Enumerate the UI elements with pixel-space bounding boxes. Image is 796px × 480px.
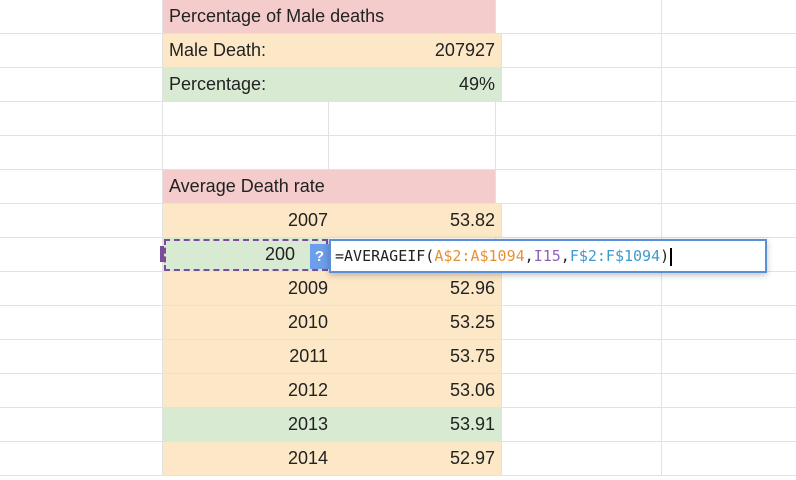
average-death-rate-header[interactable]: Average Death rate bbox=[163, 170, 496, 204]
formula-range-f: F$2:F$1094 bbox=[569, 247, 661, 265]
formula-help-icon[interactable]: ? bbox=[310, 244, 329, 269]
grid-cell[interactable] bbox=[662, 170, 796, 204]
grid-row bbox=[0, 102, 796, 136]
grid-cell[interactable] bbox=[662, 0, 796, 34]
death-rate-cell[interactable]: 53.06 bbox=[329, 374, 502, 408]
grid-cell[interactable] bbox=[496, 68, 662, 102]
grid-cell[interactable] bbox=[0, 68, 163, 102]
grid-row: Average Death rate bbox=[0, 170, 796, 204]
male-death-label[interactable]: Male Death: bbox=[163, 34, 335, 68]
grid-cell[interactable] bbox=[662, 204, 796, 238]
percentage-value[interactable]: 49% bbox=[329, 68, 502, 102]
death-rate-cell[interactable]: 52.97 bbox=[329, 442, 502, 476]
grid-row: 2014 52.97 bbox=[0, 442, 796, 476]
grid-cell[interactable] bbox=[496, 408, 662, 442]
grid-cell[interactable] bbox=[662, 408, 796, 442]
grid-cell[interactable] bbox=[496, 272, 662, 306]
grid-cell[interactable] bbox=[163, 136, 329, 170]
year-cell[interactable]: 2013 bbox=[163, 408, 335, 442]
grid-cell[interactable] bbox=[496, 0, 662, 34]
formula-range-a: A$2:A$1094 bbox=[434, 247, 525, 265]
grid-cell[interactable] bbox=[0, 136, 163, 170]
grid-row bbox=[0, 136, 796, 170]
death-rate-cell[interactable]: 53.82 bbox=[329, 204, 502, 238]
grid-cell[interactable] bbox=[496, 34, 662, 68]
grid-cell[interactable] bbox=[662, 34, 796, 68]
grid-cell[interactable] bbox=[329, 136, 496, 170]
formula-comma: , bbox=[560, 247, 570, 265]
grid-cell[interactable] bbox=[0, 238, 163, 272]
year-cell[interactable]: 2012 bbox=[163, 374, 335, 408]
grid-cell[interactable] bbox=[496, 340, 662, 374]
year-cell[interactable]: 2011 bbox=[163, 340, 335, 374]
grid-cell[interactable] bbox=[662, 374, 796, 408]
grid-cell[interactable] bbox=[496, 102, 662, 136]
year-cell[interactable]: 2009 bbox=[163, 272, 335, 306]
grid-cell[interactable] bbox=[496, 204, 662, 238]
grid-row: Percentage: 49% bbox=[0, 68, 796, 102]
formula-criterion-ref: I15 bbox=[533, 247, 561, 265]
grid-cell[interactable] bbox=[662, 306, 796, 340]
grid-row: 2011 53.75 bbox=[0, 340, 796, 374]
grid-row: 2012 53.06 bbox=[0, 374, 796, 408]
grid-cell[interactable] bbox=[662, 102, 796, 136]
percentage-label[interactable]: Percentage: bbox=[163, 68, 335, 102]
year-cell[interactable]: 2010 bbox=[163, 306, 335, 340]
grid-cell[interactable] bbox=[0, 442, 163, 476]
grid-cell[interactable] bbox=[329, 102, 496, 136]
grid-cell[interactable] bbox=[662, 340, 796, 374]
grid-row: Percentage of Male deaths bbox=[0, 0, 796, 34]
grid-row: 2007 53.82 bbox=[0, 204, 796, 238]
grid-cell[interactable] bbox=[496, 170, 662, 204]
grid-cell[interactable] bbox=[662, 68, 796, 102]
text-cursor bbox=[670, 247, 673, 266]
grid-cell[interactable] bbox=[496, 306, 662, 340]
formula-function-prefix: =AVERAGEIF( bbox=[335, 247, 435, 265]
grid-cell[interactable] bbox=[0, 306, 163, 340]
death-rate-cell[interactable]: 53.25 bbox=[329, 306, 502, 340]
grid-cell[interactable] bbox=[496, 136, 662, 170]
death-rate-cell[interactable]: 53.75 bbox=[329, 340, 502, 374]
male-death-value[interactable]: 207927 bbox=[329, 34, 502, 68]
grid-row: 2010 53.25 bbox=[0, 306, 796, 340]
year-cell-selected[interactable]: 200 bbox=[163, 238, 329, 272]
grid-cell[interactable] bbox=[0, 272, 163, 306]
year-cell[interactable]: 2007 bbox=[163, 204, 335, 238]
grid-cell[interactable] bbox=[0, 204, 163, 238]
grid-cell[interactable] bbox=[662, 442, 796, 476]
death-rate-cell[interactable]: 52.96 bbox=[329, 272, 502, 306]
grid-cell[interactable] bbox=[0, 408, 163, 442]
formula-close-paren: ) bbox=[660, 247, 670, 265]
grid-cell[interactable] bbox=[496, 442, 662, 476]
grid-cell[interactable] bbox=[0, 340, 163, 374]
grid-row: 2013 53.91 bbox=[0, 408, 796, 442]
selection-drag-handle[interactable] bbox=[160, 246, 164, 262]
grid-cell[interactable] bbox=[0, 374, 163, 408]
grid-cell[interactable] bbox=[496, 374, 662, 408]
percentage-male-deaths-header[interactable]: Percentage of Male deaths bbox=[163, 0, 496, 34]
grid-cell[interactable] bbox=[662, 136, 796, 170]
grid-row: Male Death: 207927 bbox=[0, 34, 796, 68]
formula-editor-input[interactable]: =AVERAGEIF(A$2:A$1094,I15,F$2:F$1094) bbox=[329, 239, 767, 273]
death-rate-cell[interactable]: 53.91 bbox=[329, 408, 502, 442]
grid-cell[interactable] bbox=[662, 272, 796, 306]
grid-cell[interactable] bbox=[0, 0, 163, 34]
grid-cell[interactable] bbox=[0, 170, 163, 204]
grid-cell[interactable] bbox=[0, 34, 163, 68]
formula-comma: , bbox=[524, 247, 534, 265]
grid-row: 2009 52.96 bbox=[0, 272, 796, 306]
grid-cell[interactable] bbox=[163, 102, 329, 136]
year-cell[interactable]: 2014 bbox=[163, 442, 335, 476]
grid-cell[interactable] bbox=[0, 102, 163, 136]
